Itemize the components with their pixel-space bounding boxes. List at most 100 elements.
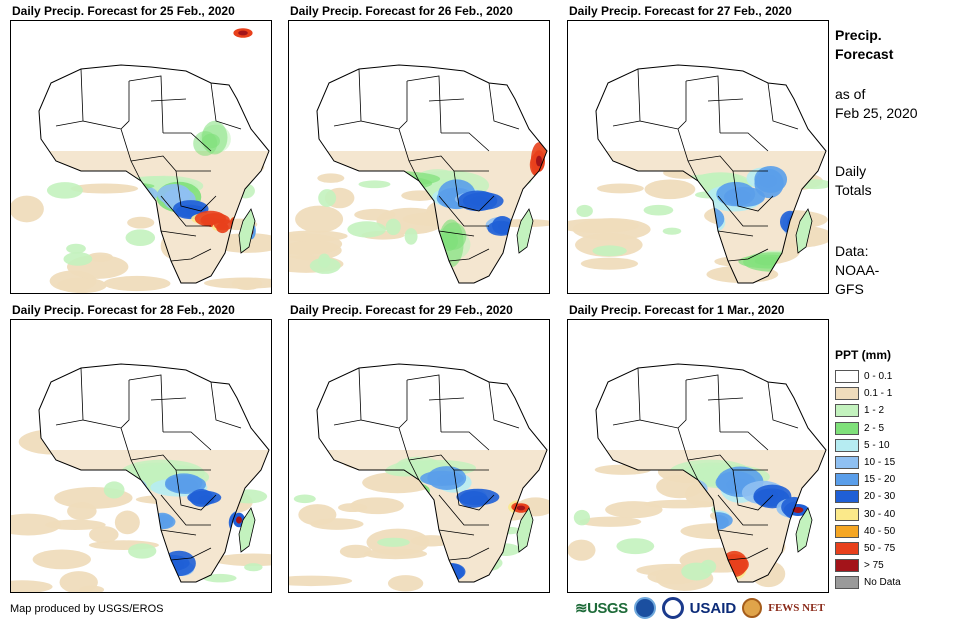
- africa-coastline: [38, 363, 270, 583]
- legend-swatch: [835, 473, 859, 487]
- legend-item: No Data: [835, 574, 963, 591]
- map-svg: [568, 320, 828, 592]
- legend-label: 0.1 - 1: [864, 388, 893, 400]
- legend-swatch: [835, 387, 859, 401]
- side-title-line2: Forecast: [835, 46, 894, 62]
- panel-title: Daily Precip. Forecast for 25 Feb., 2020: [12, 4, 235, 18]
- panel-title: Daily Precip. Forecast for 28 Feb., 2020: [12, 303, 235, 317]
- legend-item: 10 - 15: [835, 454, 963, 471]
- legend-item: 0.1 - 1: [835, 385, 963, 402]
- forecast-panel-2: Daily Precip. Forecast for 26 Feb., 2020: [288, 4, 550, 294]
- country-borders: [333, 367, 520, 561]
- fews-net-icon: [742, 598, 763, 618]
- legend-swatch: [835, 404, 859, 418]
- legend-item: 0 - 0.1: [835, 368, 963, 385]
- country-borders: [333, 68, 520, 262]
- africa-coastline: [595, 363, 827, 583]
- legend-label: No Data: [864, 577, 901, 589]
- totals-line2: Totals: [835, 182, 872, 198]
- forecast-map: [567, 20, 829, 294]
- legend-item: 40 - 50: [835, 523, 963, 540]
- side-title: Precip. Forecast: [835, 26, 893, 64]
- legend-label: 15 - 20: [864, 474, 896, 486]
- africa-coastline: [316, 64, 548, 284]
- legend-swatch: [835, 507, 859, 521]
- map-svg: [568, 21, 828, 293]
- totals-line1: Daily: [835, 163, 867, 179]
- forecast-map: [10, 319, 272, 593]
- as-of-date: as of Feb 25, 2020: [835, 85, 918, 123]
- forecast-map: [10, 20, 272, 294]
- country-borders: [612, 68, 799, 262]
- legend-item: 15 - 20: [835, 471, 963, 488]
- legend-swatch: [835, 421, 859, 435]
- as-of-value: Feb 25, 2020: [835, 105, 918, 121]
- legend-swatch: [835, 490, 859, 504]
- legend-swatch: [835, 524, 859, 538]
- madagascar: [516, 208, 534, 254]
- legend-swatch: [835, 456, 859, 470]
- legend-swatch: [835, 559, 859, 573]
- panel-title: Daily Precip. Forecast for 26 Feb., 2020: [290, 4, 513, 18]
- map-svg: [289, 320, 549, 592]
- data-source-note: Data: NOAA- GFS: [835, 242, 879, 299]
- country-borders: [612, 367, 799, 561]
- country-borders: [55, 367, 242, 561]
- forecast-panel-1: Daily Precip. Forecast for 25 Feb., 2020: [10, 4, 272, 294]
- legend-label: > 75: [864, 560, 884, 572]
- africa-coastline: [316, 363, 548, 583]
- madagascar: [795, 208, 813, 254]
- panel-title: Daily Precip. Forecast for 29 Feb., 2020: [290, 303, 513, 317]
- legend-label: 10 - 15: [864, 457, 896, 469]
- noaa-logo-icon: [633, 597, 656, 619]
- legend-swatch: [835, 370, 859, 384]
- country-borders: [55, 68, 242, 262]
- legend-label: 0 - 0.1: [864, 371, 893, 383]
- legend-label: 30 - 40: [864, 508, 896, 520]
- credit-text: Map produced by USGS/EROS: [10, 603, 164, 615]
- panel-title: Daily Precip. Forecast for 1 Mar., 2020: [569, 303, 785, 317]
- legend-item: 5 - 10: [835, 437, 963, 454]
- legend-swatch: [835, 576, 859, 590]
- legend-label: 1 - 2: [864, 405, 885, 417]
- forecast-panel-3: Daily Precip. Forecast for 27 Feb., 2020: [567, 4, 829, 294]
- forecast-map: [288, 20, 550, 294]
- madagascar: [238, 208, 256, 254]
- forecast-map: [567, 319, 829, 593]
- map-svg: [11, 320, 271, 592]
- madagascar: [795, 507, 813, 553]
- forecast-panel-6: Daily Precip. Forecast for 1 Mar., 2020: [567, 303, 829, 593]
- forecast-panel-4: Daily Precip. Forecast for 28 Feb., 2020: [10, 303, 272, 593]
- madagascar: [238, 507, 256, 553]
- madagascar: [516, 507, 534, 553]
- data-line1: Data:: [835, 243, 869, 259]
- daily-totals-note: Daily Totals: [835, 162, 872, 200]
- map-svg: [289, 21, 549, 293]
- legend-item: > 75: [835, 557, 963, 574]
- usaid-seal-icon: [661, 597, 684, 619]
- africa-coastline: [595, 64, 827, 284]
- ppt-legend: PPT (mm) 0 - 0.1 0.1 - 1 1 - 2 2 - 5 5 - 10 1…: [835, 348, 963, 591]
- africa-coastline: [38, 64, 270, 284]
- legend-label: 2 - 5: [864, 422, 885, 434]
- legend-swatch: [835, 541, 859, 555]
- map-svg: [11, 21, 271, 293]
- legend-label: 5 - 10: [864, 439, 890, 451]
- agency-logos: ≋USGS USAID FEWS NET: [575, 594, 825, 622]
- legend-item: 20 - 30: [835, 488, 963, 505]
- side-title-line1: Precip.: [835, 27, 882, 43]
- legend-label: 50 - 75: [864, 542, 896, 554]
- usgs-logo: ≋USGS: [575, 600, 628, 617]
- data-line2: NOAA-: [835, 262, 880, 278]
- panel-title: Daily Precip. Forecast for 27 Feb., 2020: [569, 4, 792, 18]
- usaid-logo: USAID: [689, 599, 737, 617]
- fews-net-logo: FEWS NET: [768, 602, 825, 614]
- legend-item: 2 - 5: [835, 420, 963, 437]
- legend-item: 50 - 75: [835, 540, 963, 557]
- legend-swatch: [835, 438, 859, 452]
- legend-label: 20 - 30: [864, 491, 896, 503]
- legend-title: PPT (mm): [835, 348, 892, 362]
- legend-item: 30 - 40: [835, 506, 963, 523]
- forecast-panel-5: Daily Precip. Forecast for 29 Feb., 2020: [288, 303, 550, 593]
- legend-label: 40 - 50: [864, 525, 896, 537]
